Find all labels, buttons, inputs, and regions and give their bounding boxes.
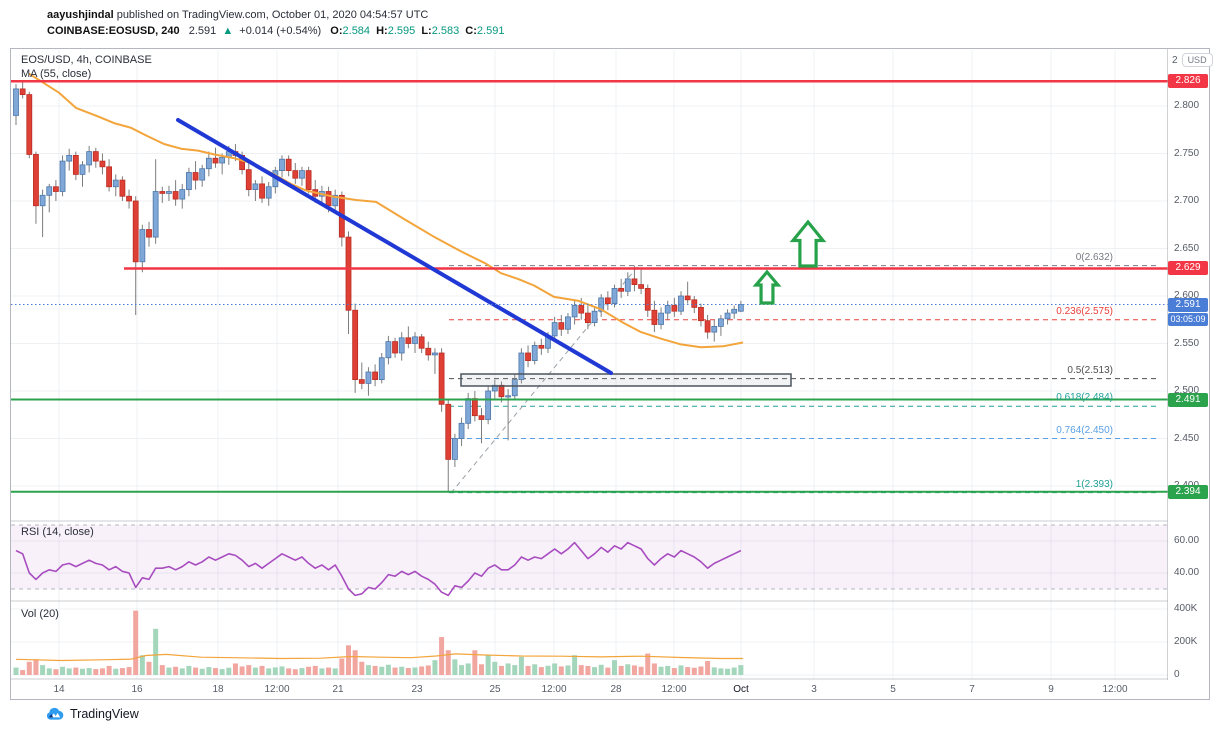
- gridlines: [11, 50, 1168, 679]
- up-arrow-glyph: ▲: [222, 25, 234, 37]
- time-tick-label: 28: [610, 684, 622, 695]
- drawn-levels: [11, 80, 1168, 493]
- main-pane-title: EOS/USD, 4h, COINBASE: [21, 54, 152, 66]
- high-label: H:: [376, 25, 388, 37]
- ma55-line: [28, 72, 744, 349]
- countdown-badge: 03:05:09: [1168, 312, 1208, 326]
- time-tick-label: 14: [53, 684, 65, 695]
- open-label: O:: [330, 25, 343, 37]
- low-label: L:: [421, 25, 432, 37]
- price-change: +0.014 (+0.54%): [239, 25, 322, 37]
- price-badge: 2.491: [1168, 392, 1208, 407]
- symbol-name: COINBASE:EOSUSD, 240: [47, 25, 180, 37]
- rsi-line: [15, 541, 742, 597]
- publish-info-line: aayushjindal published on TradingView.co…: [47, 9, 504, 21]
- tradingview-brand-text: TradingView: [70, 706, 139, 721]
- time-tick-label: 7: [969, 684, 975, 695]
- price-badge: 2.591: [1168, 297, 1208, 312]
- volume-ma-line: [15, 653, 743, 662]
- candles-layer: [13, 81, 744, 492]
- tradingview-logo-icon: [46, 707, 64, 720]
- time-tick-label: 5: [890, 684, 896, 695]
- volume-pane-title: Vol (20): [21, 608, 59, 620]
- volume-tick-label: 0: [1174, 669, 1180, 680]
- tradingview-attribution[interactable]: TradingView: [46, 706, 139, 721]
- publish-meta: published on TradingView.com, October 01…: [113, 9, 429, 21]
- time-tick-label: 12:00: [541, 684, 567, 695]
- low-value: 2.583: [431, 25, 460, 37]
- currency-usd-button[interactable]: USD: [1181, 53, 1213, 67]
- time-tick-label: 23: [411, 684, 423, 695]
- chart-frame: EOS/USD, 4h, COINBASE MA (55, close) RSI…: [10, 48, 1213, 700]
- price-tick-label: 2.450: [1174, 432, 1200, 444]
- price-tick-label: 2.750: [1174, 147, 1200, 159]
- author-name: aayushjindal: [47, 9, 114, 21]
- volume-bars: [13, 610, 744, 675]
- time-tick-label: 3: [811, 684, 817, 695]
- price-tick-label: 2.650: [1174, 242, 1200, 254]
- volume-tick-label: 400K: [1174, 603, 1198, 614]
- price-tick-label: 2.700: [1174, 195, 1200, 206]
- up-arrow-annotations: [752, 219, 827, 305]
- price-tick-label: 2.600: [1174, 290, 1200, 301]
- price-badge: 2.629: [1168, 261, 1208, 276]
- open-value: 2.584: [342, 25, 371, 37]
- time-tick-label: 21: [332, 684, 344, 695]
- close-label: C:: [465, 25, 477, 37]
- symbol-status-line: COINBASE:EOSUSD, 240 2.591 ▲ +0.014 (+0.…: [47, 25, 504, 37]
- time-tick-label: 12:00: [264, 684, 290, 695]
- time-tick-label: 25: [489, 684, 501, 695]
- price-badge: 2.394: [1168, 484, 1208, 499]
- time-tick-label: Oct: [733, 684, 749, 695]
- price-axis[interactable]: 2 USD 2.800 2.750 2.700 2.650 2.600 2.550 2.50…: [1168, 49, 1213, 699]
- close-value: 2.591: [476, 25, 505, 37]
- volume-tick-label: 200K: [1174, 636, 1198, 647]
- last-price: 2.591: [188, 25, 217, 37]
- time-axis[interactable]: 14 16 18 12:00 21 23 25 12:00 28 12:00 Oct 3 5 7 9 12:0…: [11, 680, 1168, 699]
- price-tick-label: 2.500: [1174, 385, 1200, 396]
- chart-canvas[interactable]: [11, 49, 1209, 699]
- time-tick-label: 12:00: [661, 684, 687, 695]
- price-tick-label: 2.550: [1174, 337, 1200, 349]
- time-tick-label: 12:00: [1102, 684, 1128, 695]
- high-value: 2.595: [387, 25, 416, 37]
- axis-top-label: 2: [1172, 54, 1178, 66]
- trend-line: [176, 118, 613, 375]
- time-tick-label: 9: [1048, 684, 1054, 695]
- price-badge: 2.826: [1168, 74, 1208, 89]
- rsi-pane-title: RSI (14, close): [21, 526, 94, 538]
- rsi-tick-label: 60.00: [1174, 535, 1200, 546]
- consolidation-box: [460, 373, 792, 387]
- price-tick-label: 2.800: [1174, 100, 1200, 111]
- time-tick-label: 16: [131, 684, 143, 695]
- ma-indicator-label: MA (55, close): [21, 68, 92, 80]
- publish-header: aayushjindal published on TradingView.co…: [47, 9, 504, 37]
- time-tick-label: 18: [212, 684, 224, 695]
- rsi-tick-label: 40.00: [1174, 567, 1200, 578]
